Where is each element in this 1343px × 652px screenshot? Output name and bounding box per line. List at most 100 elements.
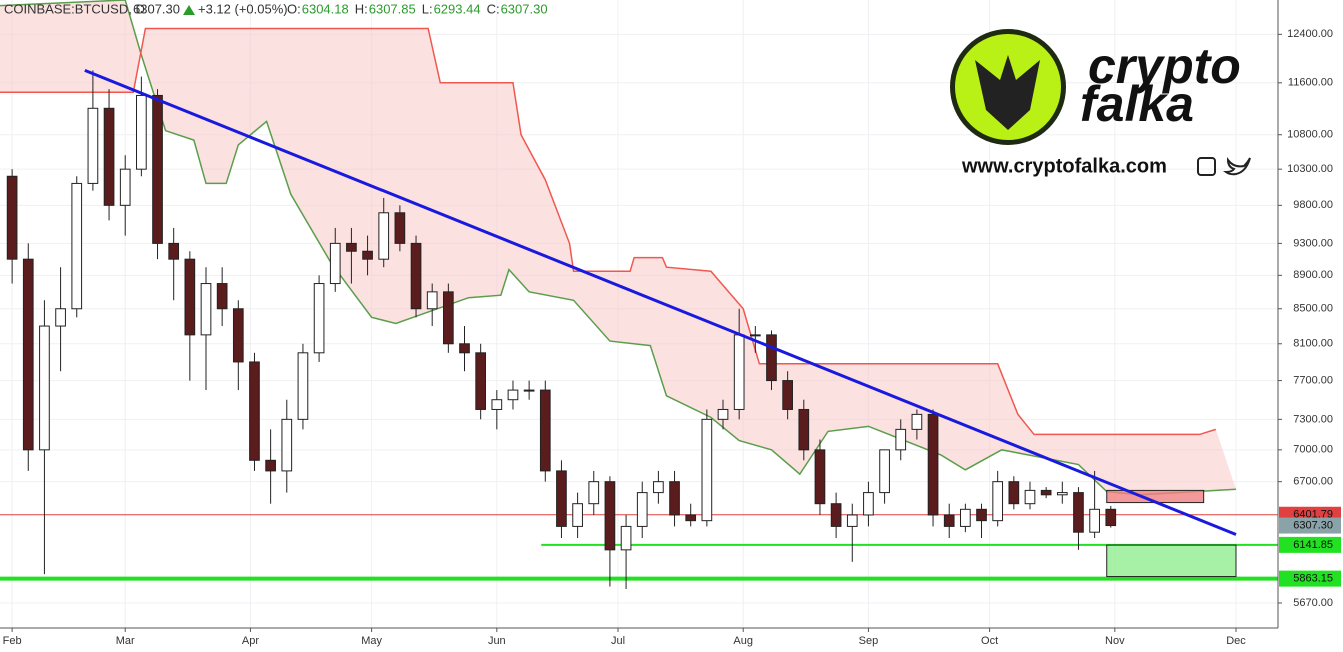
candle-body [200,283,212,336]
candle-body [249,361,260,461]
candle-body [507,389,519,401]
candle-body [830,503,842,527]
symbol: COINBASE:BTCUSD, D [4,1,145,16]
candle-body [1073,492,1084,533]
price-label-bg [1279,517,1341,534]
candle-body [556,470,567,527]
span-b [0,27,1217,436]
x-tick-label: Oct [981,635,998,647]
y-tick-label: 10800.00 [1287,129,1333,141]
candle-body [346,242,357,252]
candle-body [960,508,971,527]
candle-body [717,408,729,420]
x-tick-label: May [361,635,382,647]
candle-body [443,291,454,345]
y-tick-label: 12400.00 [1287,28,1333,40]
candle-body [475,352,487,410]
candle-body [927,413,939,516]
span-a [0,0,1237,496]
y-tick-label: 10300.00 [1287,163,1333,175]
y-tick-label: 8500.00 [1293,303,1333,315]
candle-body [572,503,583,527]
candle-body [749,334,761,337]
candle-body [685,514,697,522]
y-tick-label: 7000.00 [1293,444,1333,456]
candle-body [701,418,713,522]
logo-url: www.cryptofalka.com [961,155,1167,177]
candle-body [119,168,131,206]
price-label-bg [1279,536,1341,553]
candle-body [798,408,810,451]
cloud-fill [0,0,1236,495]
price-label: 6141.85 [1293,539,1333,551]
logo: crypto falka www.cryptofalka.com [950,29,1251,177]
x-tick-label: Mar [116,635,135,647]
ohlc-label: C: [487,1,500,16]
x-tick-label: Feb [3,635,22,647]
x-tick-label: Aug [733,635,753,647]
facebook-icon [1197,157,1216,176]
ohlc-label: H: [355,1,368,16]
y-tick-label: 6700.00 [1293,476,1333,488]
candle-body [879,449,890,494]
price-label: 6307.30 [1293,519,1333,531]
candle-body [103,107,115,206]
logo-wolf [975,55,1040,130]
ohlc-value: 6307.85 [369,1,416,16]
zone [1106,544,1237,578]
y-tick-label: 7300.00 [1293,413,1333,425]
up-arrow [183,5,195,15]
candle-body [1056,492,1068,496]
logo-text-1: crypto [1088,38,1241,94]
candle-body [232,308,244,363]
candle-body [604,481,616,551]
ohlc-value: 6304.18 [302,1,349,16]
candle-body [1105,508,1117,527]
candle-body [87,107,99,184]
candle-body [168,242,180,260]
y-tick-label: 8100.00 [1293,338,1333,350]
candle-body [539,389,551,472]
twitter-icon [1222,157,1251,176]
candle-body [410,242,422,310]
candle-body [911,413,923,430]
trendline [84,68,1237,536]
candle-body [523,389,535,392]
x-tick-label: Dec [1226,635,1246,647]
x-tick-label: Jun [488,635,506,647]
candle-body [152,94,163,244]
candle-body [426,291,438,310]
ohlc-value: 6307.30 [501,1,548,16]
candle-body [620,525,632,551]
ohlc-value: 6293.44 [434,1,481,16]
candle-body [265,459,276,472]
candle-body [766,334,777,382]
x-tick-label: Apr [242,635,259,647]
cloud [0,0,1237,496]
logo-text-2: falka [1080,76,1194,132]
ohlc: O: 6304.18 H: 6307.85 L: 6293.44 C: 6307.30 [287,1,548,16]
candle-body [362,250,373,260]
last-price: 6307.30 [133,1,180,16]
candle-body [943,514,955,527]
overlays [84,68,1237,578]
candle-body [459,343,470,354]
header: COINBASE:BTCUSD, D 6307.30 +3.12 (+0.05%… [4,1,548,16]
candle-body [669,481,680,516]
candle-body [71,182,83,310]
candle-body [136,94,147,170]
candle-body [55,308,66,327]
candle-body [281,418,293,472]
candle-body [782,380,793,410]
candle-body [653,481,664,494]
y-tick-label: 8900.00 [1293,269,1333,281]
candle-body [588,481,600,505]
y-tick-label: 9800.00 [1293,199,1333,211]
candle-body [814,449,826,505]
axis: 12400.00 11600.00 10800.00 10300.00 9800.00 9… [3,28,1341,647]
candle-body [491,399,503,410]
candle-body [846,514,858,527]
x-tick-label: Nov [1105,635,1125,647]
candle-body [184,258,196,336]
ohlc-label: L: [422,1,433,16]
